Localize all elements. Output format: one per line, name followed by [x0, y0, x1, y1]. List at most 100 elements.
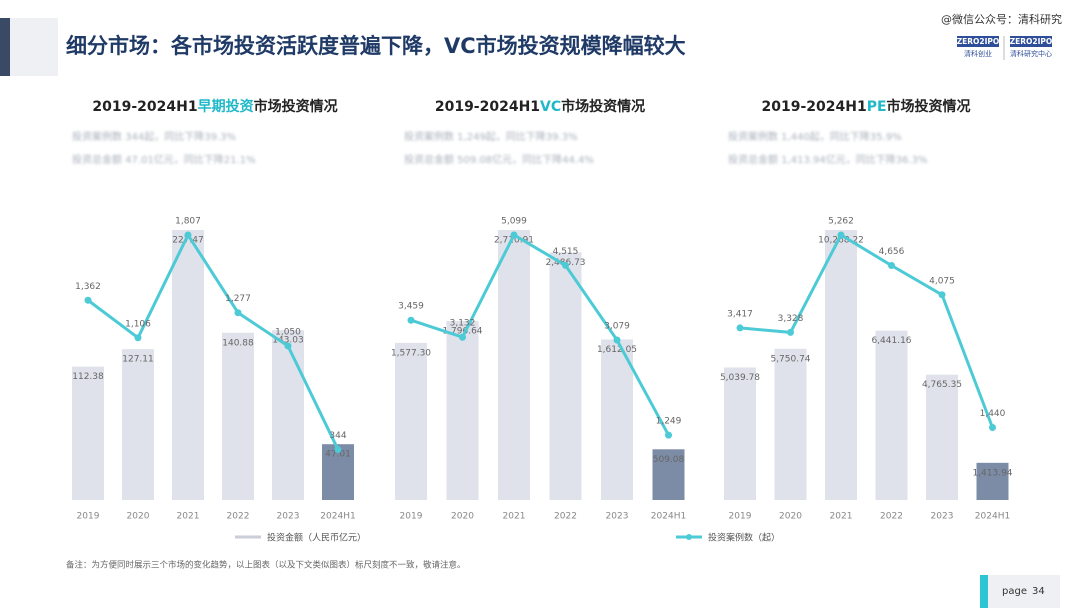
chart-title-part: 市场投资情况 [254, 98, 338, 115]
bar [446, 321, 479, 500]
chart-subtitle: 投资案例数 1,249起，同比下降39.3% [404, 130, 578, 143]
chart-title-part: 早期投资 [198, 98, 254, 115]
x-tick-label: 2024H1 [651, 512, 686, 522]
chart-subtitle: 投资总金额 47.01亿元，同比下降21.1% [72, 153, 256, 166]
bar [724, 367, 756, 500]
chart-title-part: 2019-2024H1 [92, 99, 197, 115]
line-value-label: 4,515 [553, 247, 579, 257]
bar-value-label: 6,441.16 [871, 336, 911, 346]
line-marker [736, 324, 744, 332]
bar [272, 330, 304, 500]
bar [926, 374, 958, 500]
logo-brand: ZERO2IPO [957, 37, 1000, 46]
chart-title-part: PE [867, 99, 887, 115]
x-tick-label: 2021 [177, 512, 200, 522]
bar-value-label: 47.01 [325, 450, 351, 460]
chart-subtitle: 投资案例数 1,440起，同比下降35.9% [728, 130, 902, 143]
chart-title: 2019-2024H1VC市场投资情况 [435, 98, 645, 115]
header-accent [0, 18, 10, 76]
bar [498, 230, 530, 500]
chart-title: 2019-2024H1早期投资市场投资情况 [92, 98, 337, 115]
legend-label: 投资案例数（起） [708, 532, 780, 544]
line-value-label: 3,328 [778, 314, 804, 324]
chart-title-part: 市场投资情况 [561, 98, 645, 115]
bar-value-label: 5,039.78 [720, 373, 760, 383]
line-marker [407, 316, 415, 324]
line-value-label: 1,440 [980, 409, 1006, 419]
page-box [988, 575, 1060, 608]
line-marker [334, 446, 342, 454]
bar-value-label: 509.08 [653, 455, 685, 465]
line-marker [459, 333, 466, 341]
bar-value-label: 10,268.22 [818, 236, 864, 246]
chart-subtitle: 投资案例数 344起，同比下降39.3% [72, 130, 236, 143]
line [739, 232, 994, 429]
line-marker [613, 336, 621, 344]
header-box [10, 18, 58, 76]
x-tick-label: 2019 [729, 512, 752, 522]
bar-value-label: 1,796.64 [442, 327, 482, 337]
bar-value-label: 4,765.35 [922, 380, 962, 390]
watermark: @微信公众号：清科研究 [941, 12, 1062, 26]
x-tick-label: 2022 [554, 512, 577, 522]
bar [875, 330, 908, 500]
x-tick-label: 2022 [880, 512, 903, 522]
x-tick-label: 2020 [451, 512, 474, 522]
line-value-label: 1,362 [75, 282, 101, 292]
slide-title: 细分市场：各市场投资活跃度普遍下降，VC市场投资规模降幅较大 [66, 34, 686, 58]
bar [601, 339, 633, 500]
x-tick-label: 2022 [227, 512, 250, 522]
chart-title-part: 2019-2024H1 [435, 99, 540, 115]
x-tick-label: 2019 [400, 512, 423, 522]
line-marker [184, 231, 192, 239]
bar [395, 342, 427, 500]
bar [652, 449, 685, 500]
chart-title-part: 市场投资情况 [887, 98, 971, 115]
x-tick-label: 2024H1 [975, 512, 1010, 522]
chart-title: 2019-2024H1PE市场投资情况 [761, 98, 970, 115]
line-value-label: 1,249 [656, 417, 682, 427]
line-value-label: 3,417 [727, 309, 753, 319]
bar [72, 366, 104, 500]
line-marker [284, 342, 292, 350]
bar-value-label: 2,710.91 [494, 236, 534, 246]
x-tick-label: 2023 [606, 512, 629, 522]
bar-value-label: 227.47 [172, 236, 204, 246]
line-marker [837, 231, 845, 239]
bar [122, 349, 154, 500]
line-value-label: 344 [329, 431, 346, 441]
legend-marker [686, 534, 692, 540]
bar-value-label: 1,577.30 [391, 348, 431, 358]
x-tick-label: 2021 [830, 512, 853, 522]
logo-badge [957, 36, 999, 47]
legend-label: 投资金额（人民币亿元） [267, 532, 366, 544]
page-number: 34 [1032, 586, 1045, 597]
line-value-label: 4,075 [929, 276, 955, 286]
bar-value-label: 143.03 [272, 336, 304, 346]
bar [172, 230, 204, 500]
line-marker [134, 334, 142, 342]
page-accent [980, 575, 988, 608]
line [410, 232, 670, 436]
bar-value-label: 140.88 [222, 338, 254, 348]
logo: ZERO2IPO 清科创业 ZERO2IPO 清科研究中心 [957, 36, 1053, 60]
line-value-label: 3,132 [450, 319, 476, 329]
logo-name: 清科创业 [964, 49, 992, 58]
logo-brand: ZERO2IPO [1010, 37, 1053, 46]
x-tick-label: 2021 [503, 512, 526, 522]
bar-value-label: 127.11 [122, 355, 154, 365]
x-tick-label: 2020 [779, 512, 802, 522]
line-value-label: 3,459 [398, 302, 424, 312]
line-value-label: 5,099 [501, 217, 527, 227]
line-value-label: 5,262 [828, 217, 854, 227]
bar [825, 230, 857, 500]
x-tick-label: 2024H1 [320, 512, 355, 522]
line-marker [989, 423, 996, 431]
bar-value-label: 5,750.74 [770, 354, 810, 364]
line-marker [888, 262, 895, 270]
line-marker [234, 309, 242, 317]
line-value-label: 4,656 [879, 247, 905, 257]
bar [774, 348, 807, 500]
bar-value-label: 1,413.94 [972, 468, 1012, 478]
